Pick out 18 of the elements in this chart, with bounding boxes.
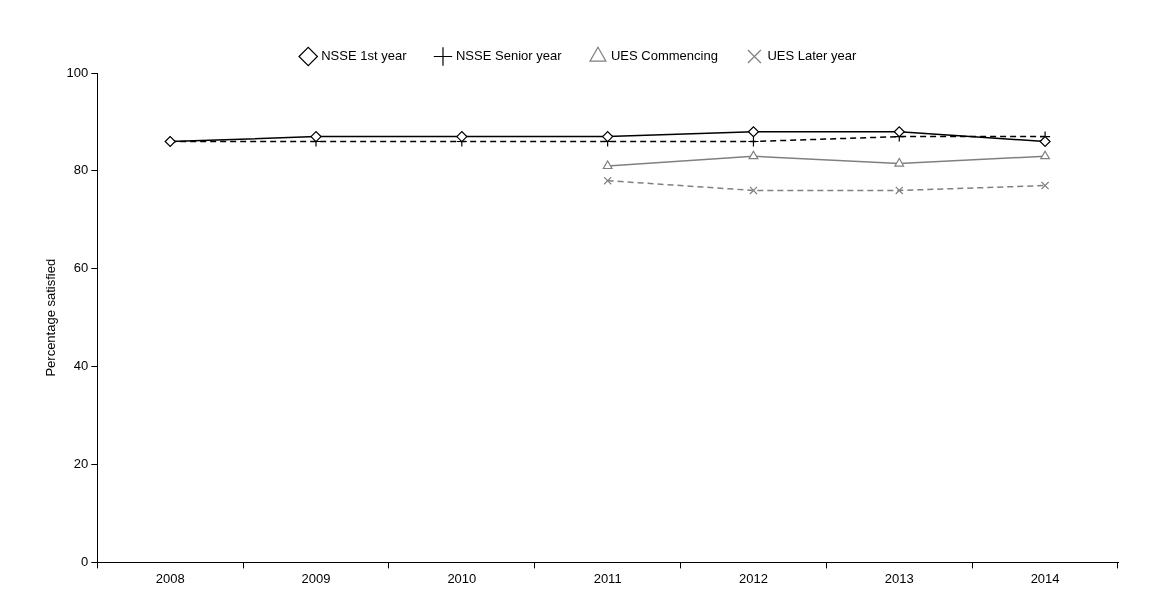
x-tick-label: 2008 <box>155 570 185 586</box>
y-tick-label: 80 <box>73 162 89 178</box>
x-tick-label: 2010 <box>447 570 477 586</box>
legend-label: NSSE 1st year <box>321 48 408 64</box>
y-tick-label: 60 <box>73 260 89 276</box>
x-tick-label: 2013 <box>884 570 914 586</box>
legend-label: UES Later year <box>767 48 857 64</box>
x-tick-label: 2009 <box>301 570 331 586</box>
y-tick-label: 20 <box>73 456 89 472</box>
legend-label: UES Commencing <box>610 48 718 64</box>
y-tick-label: 40 <box>73 358 89 374</box>
x-tick-label: 2014 <box>1030 570 1060 586</box>
y-tick-label: 0 <box>81 553 89 569</box>
x-tick-label: 2012 <box>739 570 768 586</box>
x-tick-label: 2011 <box>593 570 622 586</box>
y-tick-label: 100 <box>66 64 89 80</box>
y-axis-title: Percentage satisfied <box>43 258 59 377</box>
legend-label: NSSE Senior year <box>455 48 563 64</box>
